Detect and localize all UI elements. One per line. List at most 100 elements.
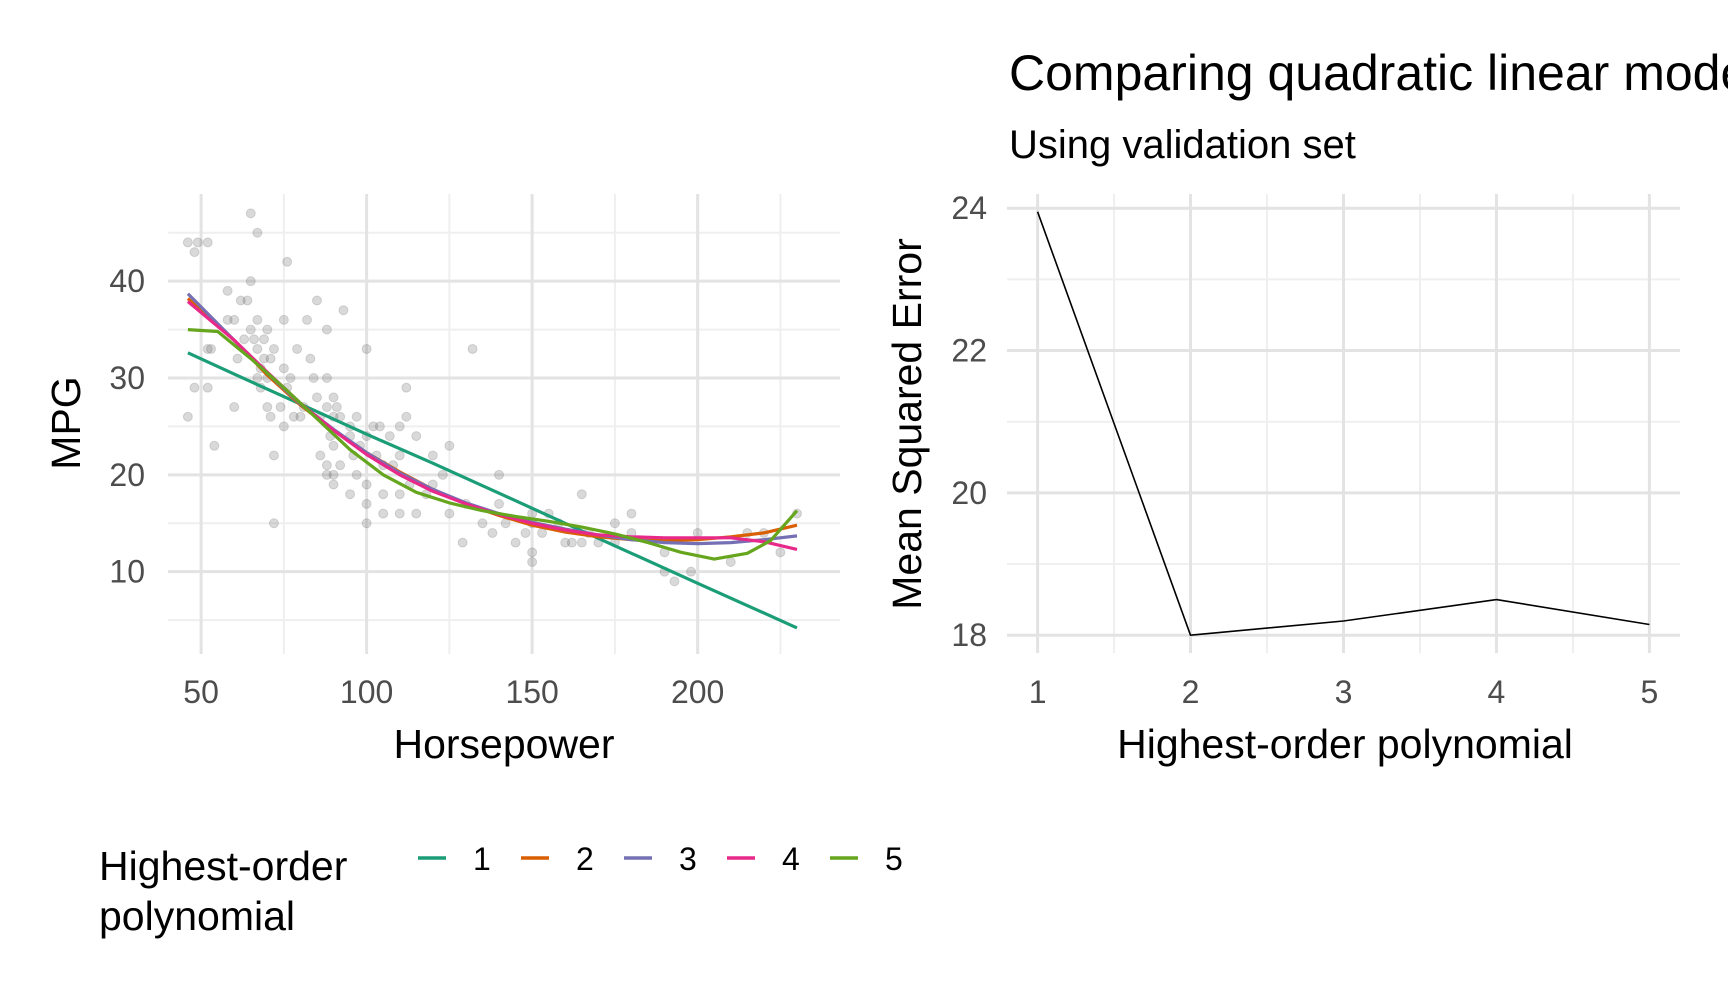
scatter-point	[235, 295, 246, 306]
scatter-point	[182, 237, 193, 248]
right-x-tick-labels: 1 2 3 4 5	[1029, 674, 1659, 710]
scatter-point	[202, 382, 213, 393]
scatter-point	[411, 431, 422, 442]
right-chart-title: Comparing quadratic linear models	[1009, 45, 1728, 101]
right-panel: Comparing quadratic linear models Using …	[884, 45, 1728, 767]
scatter-point	[262, 402, 273, 413]
scatter-point	[500, 518, 511, 529]
left-y-tick-label: 10	[109, 554, 145, 590]
scatter-point	[775, 547, 786, 558]
right-x-tick-label: 3	[1335, 674, 1353, 710]
left-y-axis-title: MPG	[43, 376, 89, 469]
scatter-point	[401, 382, 412, 393]
left-x-tick-label: 50	[183, 674, 219, 710]
scatter-point	[560, 537, 571, 548]
scatter-point	[285, 373, 296, 383]
legend-item-2: 2	[521, 841, 594, 877]
scatter-point	[202, 343, 213, 354]
scatter-point	[189, 382, 200, 393]
scatter-point	[268, 518, 279, 529]
right-gridlines	[1007, 194, 1680, 653]
scatter-point	[328, 469, 339, 480]
scatter-point	[609, 518, 620, 529]
mse-line	[1036, 211, 1650, 637]
right-y-tick-label: 22	[951, 333, 987, 369]
scatter-point	[245, 208, 256, 219]
scatter-point	[328, 440, 339, 451]
legend-label-2: 2	[576, 841, 594, 877]
scatter-point	[520, 527, 531, 538]
scatter-point	[477, 518, 488, 529]
scatter-point	[302, 314, 313, 325]
left-fit-lines	[186, 292, 799, 630]
scatter-point	[245, 324, 256, 335]
scatter-point	[182, 411, 193, 422]
scatter-point	[361, 518, 372, 529]
legend: Highest-order polynomial 1 2 3 4 5	[99, 841, 903, 939]
scatter-point	[278, 421, 289, 432]
scatter-point	[259, 353, 269, 364]
scatter-point	[368, 421, 379, 432]
scatter-point	[566, 537, 577, 548]
left-gridlines	[168, 194, 840, 654]
scatter-point	[626, 508, 637, 519]
scatter-point	[278, 314, 289, 325]
scatter-point	[288, 411, 299, 422]
scatter-point	[295, 411, 306, 422]
scatter-point	[510, 537, 521, 548]
left-x-tick-labels: 50 100 150 200	[183, 674, 724, 710]
right-y-tick-label: 20	[951, 475, 987, 511]
scatter-point	[259, 334, 269, 345]
scatter-point	[351, 411, 362, 422]
legend-title-line-1: Highest-order	[99, 843, 347, 889]
right-y-tick-label: 24	[951, 190, 987, 226]
scatter-point	[411, 508, 422, 519]
scatter-point	[437, 469, 448, 480]
left-y-tick-label: 20	[109, 457, 145, 493]
scatter-point	[374, 421, 385, 432]
scatter-point	[444, 508, 455, 519]
scatter-point	[252, 373, 263, 383]
scatter-point	[394, 450, 405, 461]
scatter-point	[537, 527, 548, 538]
scatter-point	[252, 314, 263, 325]
left-x-tick-label: 100	[340, 674, 393, 710]
scatter-point	[321, 402, 332, 413]
right-x-tick-label: 4	[1488, 674, 1506, 710]
fit-line-series-5	[187, 328, 799, 561]
legend-label-4: 4	[782, 841, 800, 877]
scatter-point	[331, 402, 342, 413]
legend-item-4: 4	[727, 841, 800, 877]
scatter-point	[576, 537, 587, 548]
right-y-axis-title: Mean Squared Error	[884, 238, 930, 609]
scatter-point	[335, 460, 346, 471]
legend-title-line-2: polynomial	[99, 893, 295, 939]
scatter-point	[494, 469, 505, 480]
legend-item-3: 3	[624, 841, 697, 877]
scatter-point	[394, 421, 405, 432]
scatter-point	[265, 353, 276, 364]
scatter-point	[245, 276, 256, 287]
fit-line-series-1	[187, 351, 798, 630]
right-x-tick-label: 5	[1641, 674, 1659, 710]
scatter-point	[527, 547, 538, 558]
scatter-point	[232, 353, 243, 364]
scatter-point	[351, 469, 362, 480]
scatter-point	[321, 324, 332, 335]
scatter-point	[262, 324, 273, 335]
scatter-point	[192, 237, 203, 248]
scatter-point	[222, 285, 233, 296]
left-x-axis-title: Horsepower	[393, 721, 614, 767]
legend-item-5: 5	[830, 841, 903, 877]
scatter-point	[494, 498, 505, 509]
scatter-point	[265, 411, 276, 422]
scatter-point	[384, 431, 395, 442]
legend-label-5: 5	[885, 841, 903, 877]
scatter-point	[345, 489, 356, 500]
right-mse-line	[1036, 211, 1650, 637]
scatter-point	[239, 334, 250, 345]
scatter-point	[378, 508, 389, 519]
scatter-point	[467, 343, 478, 354]
scatter-point	[378, 489, 389, 500]
scatter-point	[321, 469, 332, 480]
